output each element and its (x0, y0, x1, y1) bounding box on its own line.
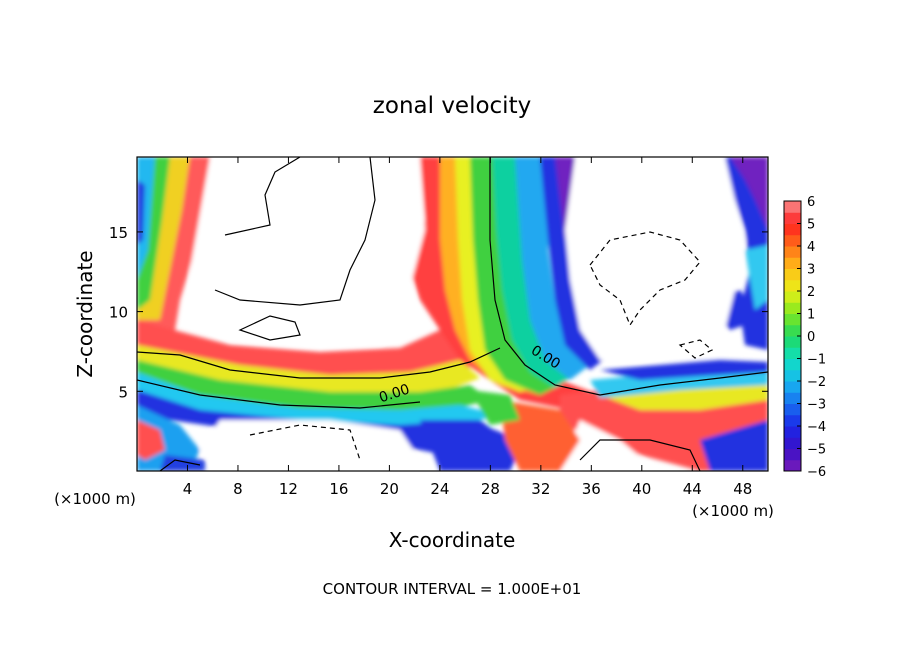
colorbar-tick-label: −2 (807, 375, 826, 390)
colorbar-cell (784, 212, 801, 224)
colorbar-tick-label: 4 (807, 240, 815, 255)
x-tick-label: 36 (582, 480, 601, 498)
x-tick-label: 8 (233, 480, 243, 498)
colorbar-tick-label: −5 (807, 443, 826, 458)
x-unit-left: (×1000 m) (54, 490, 136, 508)
colorbar-cell (784, 313, 801, 326)
colorbar-cell (784, 459, 801, 472)
x-tick-label: 32 (531, 480, 550, 498)
x-axis-label: X-coordinate (389, 528, 516, 552)
colorbar-tick-label: 1 (807, 308, 815, 323)
colorbar: 6 5 4 3 2 1 0 −1 −2 −3 −4 −5 −6 (783, 195, 826, 480)
colorbar-cell (784, 448, 801, 461)
y-axis-label: Z-coordinate (73, 250, 97, 377)
contour-interval-note: CONTOUR INTERVAL = 1.000E+01 (323, 580, 582, 598)
colorbar-cell (784, 392, 801, 404)
colorbar-tick-label: 0 (807, 330, 815, 345)
colorbar-cell (784, 381, 801, 393)
colorbar-cell (784, 336, 801, 348)
colorbar-tick-label: −6 (807, 465, 826, 480)
colorbar-tick-label: 3 (807, 263, 815, 278)
chart-title: zonal velocity (373, 93, 531, 119)
colorbar-cell (784, 426, 801, 438)
colorbar-cell (784, 234, 801, 247)
colorbar-cell (784, 302, 801, 314)
y-tick-label: 5 (118, 383, 128, 401)
colorbar-tick-label: −4 (807, 420, 826, 435)
colorbar-cell (784, 347, 801, 359)
plot-frame (136, 156, 769, 472)
x-unit-right: (×1000 m) (692, 502, 774, 520)
y-axis: 5 10 15 (109, 224, 768, 401)
x-tick-label: 12 (279, 480, 298, 498)
colorbar-cell (784, 369, 801, 382)
y-tick-label: 15 (109, 224, 128, 242)
colorbar-tick-label: 6 (807, 195, 815, 210)
x-tick-label: 28 (481, 480, 500, 498)
colorbar-cell (784, 403, 801, 416)
colorbar-cell (784, 279, 801, 292)
x-tick-label: 16 (329, 480, 348, 498)
x-axis: 4 8 12 16 20 24 28 32 36 40 44 48 (183, 157, 752, 498)
colorbar-cell (784, 358, 801, 371)
colorbar-cell (784, 223, 801, 236)
colorbar-tick-label: 2 (807, 285, 815, 300)
colorbar-cell (784, 291, 801, 303)
y-tick-label: 10 (109, 304, 128, 322)
colorbar-tick-label: −3 (807, 398, 826, 413)
x-tick-label: 44 (683, 480, 702, 498)
colorbar-cell (784, 414, 801, 427)
x-tick-label: 40 (632, 480, 651, 498)
colorbar-cell (784, 268, 801, 281)
heatmap-field (137, 157, 768, 471)
x-tick-label: 4 (183, 480, 193, 498)
x-tick-label: 48 (733, 480, 752, 498)
x-tick-label: 24 (430, 480, 449, 498)
colorbar-tick-label: −1 (807, 353, 826, 368)
x-tick-label: 20 (380, 480, 399, 498)
colorbar-cell (784, 437, 801, 449)
colorbar-cell (784, 246, 801, 258)
colorbar-cell (784, 257, 801, 269)
colorbar-cell (784, 324, 801, 337)
colorbar-tick-label: 5 (807, 218, 815, 233)
colorbar-cell (784, 201, 801, 213)
